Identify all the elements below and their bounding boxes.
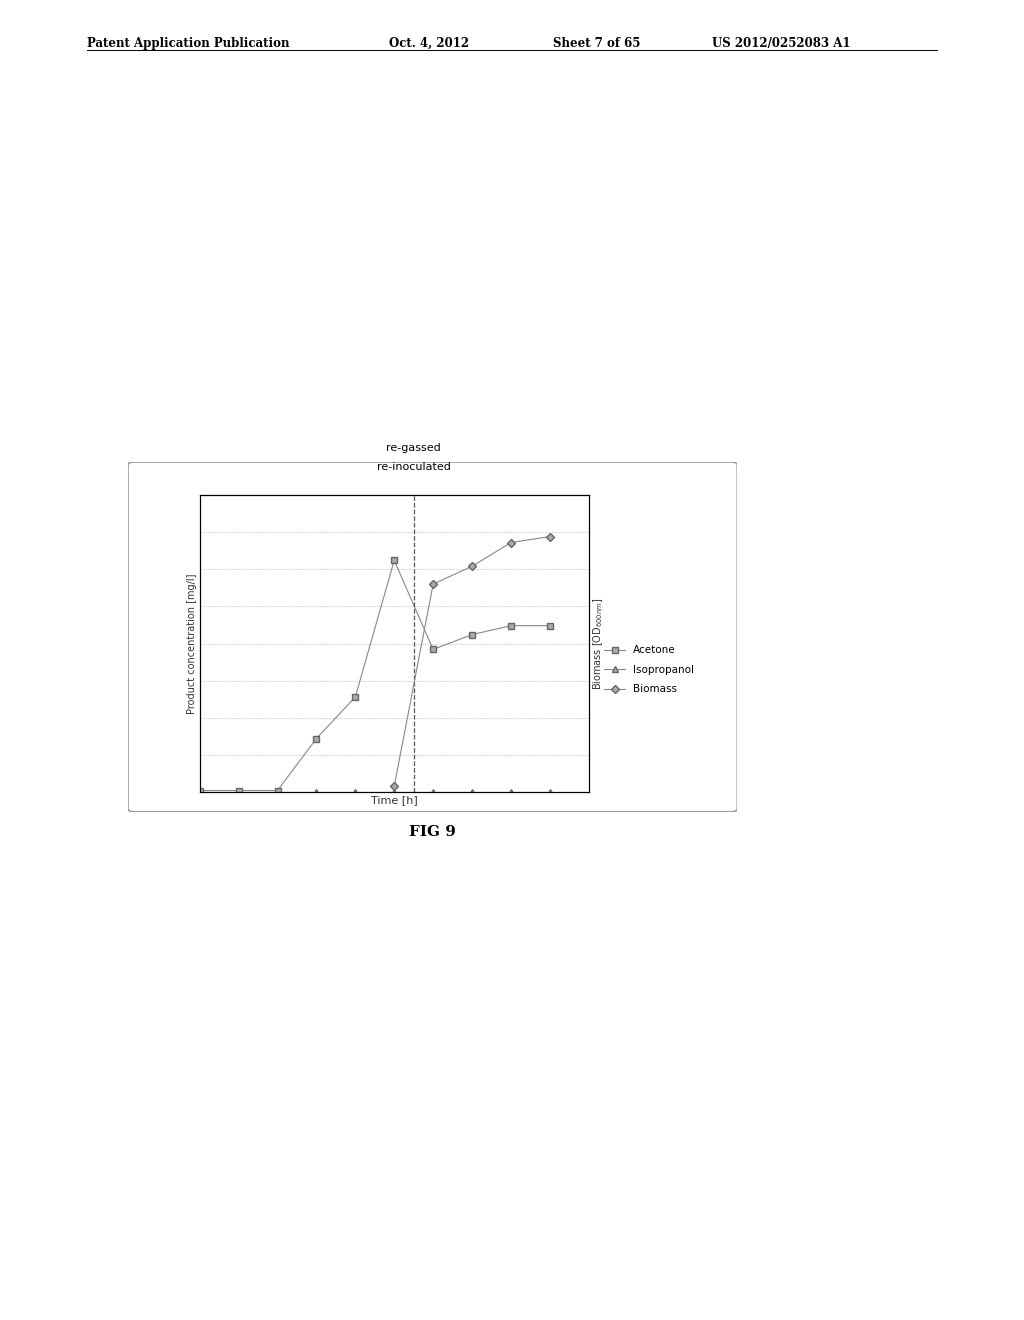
Y-axis label: Product concentration [mg/l]: Product concentration [mg/l] — [187, 573, 197, 714]
Text: Sheet 7 of 65: Sheet 7 of 65 — [553, 37, 640, 50]
X-axis label: Time [h]: Time [h] — [371, 795, 418, 805]
Text: re-gassed: re-gassed — [386, 442, 441, 453]
Text: US 2012/0252083 A1: US 2012/0252083 A1 — [712, 37, 850, 50]
Legend: Acetone, Isopropanol, Biomass: Acetone, Isopropanol, Biomass — [604, 645, 694, 694]
Text: Oct. 4, 2012: Oct. 4, 2012 — [389, 37, 469, 50]
Text: FIG 9: FIG 9 — [409, 825, 456, 840]
Text: Patent Application Publication: Patent Application Publication — [87, 37, 290, 50]
Y-axis label: Biomass [OD$_{600nm}$]: Biomass [OD$_{600nm}$] — [592, 597, 605, 690]
Text: re-inoculated: re-inoculated — [377, 462, 451, 473]
